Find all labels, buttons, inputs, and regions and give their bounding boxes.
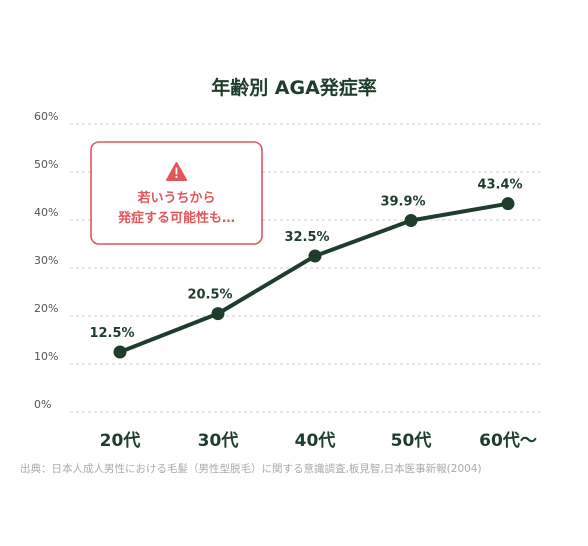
data-point [404,213,418,227]
y-tick-label: 50% [34,158,58,171]
x-tick-label: 30代 [198,430,239,451]
data-label: 43.4% [477,178,522,193]
x-axis-ticks: 20代 30代 40代 50代 60代〜 [100,430,537,451]
grid-lines [70,123,542,413]
data-label: 32.5% [284,230,329,245]
warning-text-line2: 発症する可能性も… [117,210,235,226]
chart-title: 年齢別 AGA発症率 [211,76,377,99]
x-tick-label: 60代〜 [479,430,537,451]
y-axis-ticks: 0% 10% 20% 30% 40% 50% 60% [34,110,58,411]
warning-box-frame [90,141,263,245]
x-tick-label: 20代 [100,430,141,451]
y-tick-label: 30% [34,254,58,267]
data-label: 20.5% [187,288,232,303]
x-tick-label: 50代 [391,430,432,451]
data-label: 39.9% [380,194,425,209]
warning-box: 若いうちから 発症する可能性も… [90,141,263,245]
data-label: 12.5% [89,326,134,341]
y-tick-label: 60% [34,110,58,123]
data-labels: 12.5% 20.5% 32.5% 39.9% 43.4% [89,178,522,341]
y-tick-label: 10% [34,350,58,363]
data-point [113,345,127,359]
source-note: 出典：日本人成人男性における毛髪（男性型脱毛）に関する意識調査,板見智,日本医事… [20,462,482,475]
data-point [308,249,322,263]
y-tick-label: 0% [34,398,51,411]
x-tick-label: 40代 [295,430,336,451]
data-point [501,197,515,211]
data-points [113,197,515,359]
y-tick-label: 20% [34,302,58,315]
data-point [211,307,225,321]
warning-triangle-icon [166,162,187,181]
warning-text-line1: 若いうちから [136,190,215,206]
y-tick-label: 40% [34,206,58,219]
